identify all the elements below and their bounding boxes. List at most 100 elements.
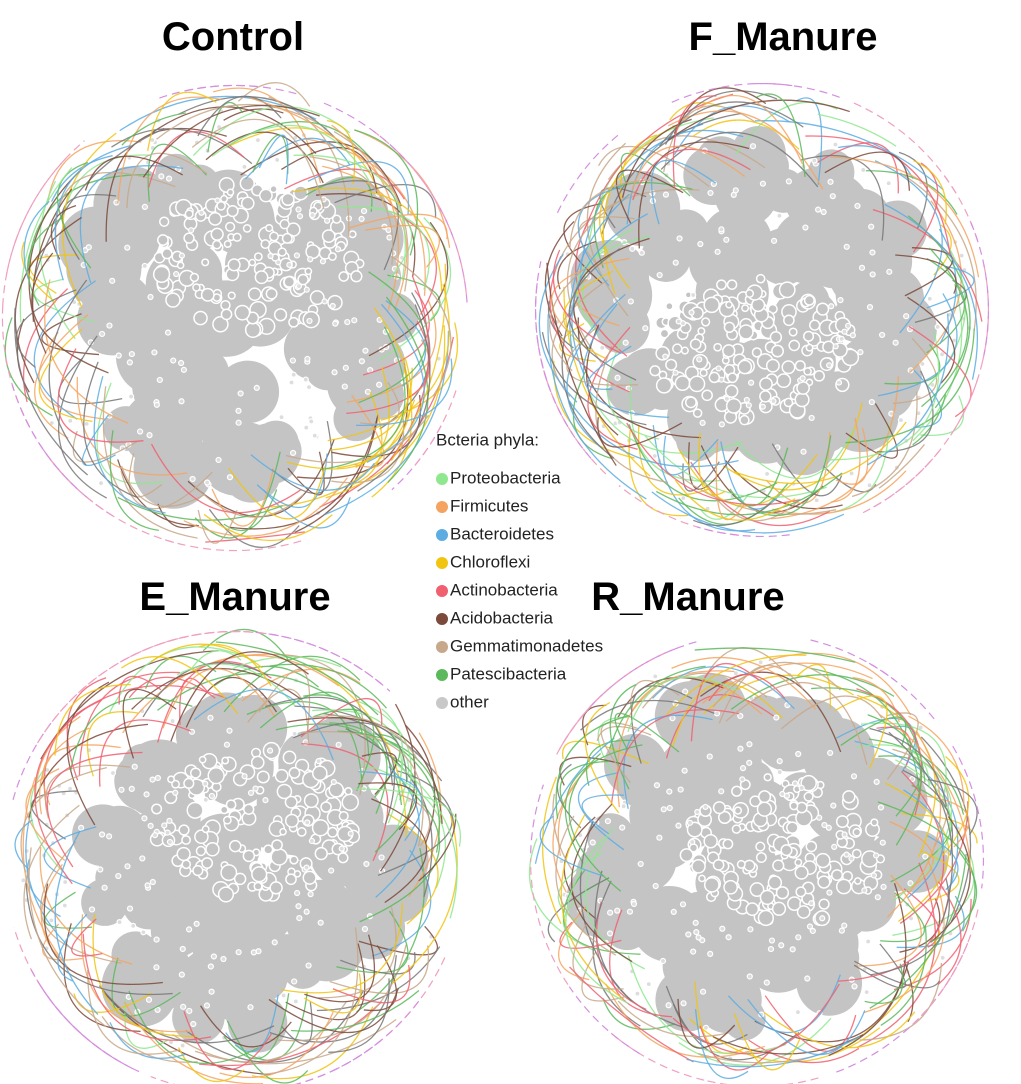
node bbox=[203, 1002, 211, 1009]
edge bbox=[11, 384, 78, 489]
edge bbox=[304, 934, 376, 1003]
node bbox=[314, 846, 328, 861]
edge bbox=[255, 631, 384, 687]
edge bbox=[614, 712, 680, 753]
node bbox=[250, 949, 257, 956]
edge bbox=[555, 715, 630, 819]
node bbox=[934, 323, 941, 331]
node bbox=[149, 776, 156, 783]
edge bbox=[309, 156, 394, 265]
node bbox=[672, 343, 683, 354]
legend-swatch bbox=[436, 501, 448, 513]
edge bbox=[671, 83, 793, 103]
edge bbox=[318, 906, 397, 999]
edge bbox=[26, 217, 63, 307]
node bbox=[124, 244, 131, 251]
node bbox=[759, 377, 773, 391]
node bbox=[622, 339, 629, 346]
node bbox=[697, 327, 706, 336]
edge bbox=[111, 957, 181, 1017]
node bbox=[338, 271, 350, 282]
node bbox=[800, 774, 817, 792]
edge bbox=[120, 630, 277, 663]
edge bbox=[534, 281, 548, 382]
edge bbox=[677, 998, 736, 1049]
node bbox=[83, 420, 90, 427]
node bbox=[179, 1042, 186, 1049]
node bbox=[260, 239, 271, 250]
node bbox=[885, 180, 892, 187]
edge bbox=[864, 963, 904, 1004]
node bbox=[166, 817, 173, 824]
edge bbox=[215, 641, 379, 716]
node bbox=[198, 209, 205, 216]
node bbox=[127, 393, 135, 400]
node bbox=[282, 750, 297, 765]
edge bbox=[268, 96, 350, 236]
edge bbox=[563, 287, 651, 477]
node bbox=[765, 358, 780, 373]
node bbox=[746, 973, 753, 980]
edge bbox=[581, 951, 628, 1002]
node-cloud bbox=[216, 360, 280, 424]
node bbox=[689, 838, 696, 846]
node bbox=[165, 175, 173, 182]
node bbox=[286, 261, 293, 268]
edge bbox=[330, 367, 413, 451]
node bbox=[296, 213, 304, 220]
node bbox=[870, 818, 879, 827]
node bbox=[737, 359, 753, 375]
edge bbox=[311, 715, 419, 761]
node bbox=[297, 273, 309, 286]
node-cloud bbox=[82, 271, 144, 332]
edge bbox=[817, 142, 899, 194]
node bbox=[794, 865, 809, 880]
edge bbox=[256, 453, 328, 509]
node bbox=[907, 880, 914, 887]
node bbox=[296, 915, 303, 922]
node bbox=[680, 346, 689, 355]
edge bbox=[183, 477, 348, 537]
node bbox=[725, 398, 742, 414]
node bbox=[242, 224, 252, 233]
edge bbox=[682, 461, 720, 492]
edge bbox=[205, 131, 324, 184]
edge bbox=[354, 129, 419, 256]
node bbox=[161, 247, 173, 260]
edge bbox=[566, 293, 626, 450]
edge bbox=[597, 417, 683, 448]
node bbox=[686, 821, 703, 838]
node bbox=[679, 901, 687, 908]
node bbox=[909, 775, 916, 783]
node-cloud bbox=[124, 956, 176, 1008]
node bbox=[331, 369, 338, 376]
network bbox=[534, 83, 990, 537]
edge bbox=[663, 435, 719, 476]
edge bbox=[120, 470, 213, 510]
edge bbox=[672, 983, 840, 1055]
node bbox=[688, 375, 706, 393]
edge bbox=[327, 1000, 420, 1074]
edge bbox=[34, 707, 87, 885]
edge bbox=[938, 909, 979, 995]
edge bbox=[810, 639, 895, 681]
edge bbox=[50, 155, 113, 202]
node bbox=[831, 843, 838, 850]
node bbox=[248, 258, 257, 267]
node bbox=[837, 297, 844, 304]
node bbox=[235, 949, 242, 956]
node bbox=[23, 847, 30, 855]
node bbox=[697, 240, 704, 248]
legend-swatch bbox=[436, 585, 448, 597]
edge bbox=[324, 330, 450, 516]
edge bbox=[561, 740, 649, 765]
node bbox=[861, 887, 868, 894]
node-cloud bbox=[808, 239, 858, 289]
node bbox=[305, 244, 321, 260]
node bbox=[767, 945, 775, 953]
node bbox=[269, 231, 279, 242]
node bbox=[791, 780, 799, 787]
node bbox=[152, 265, 171, 284]
node bbox=[815, 852, 831, 869]
legend-swatch bbox=[436, 613, 448, 625]
